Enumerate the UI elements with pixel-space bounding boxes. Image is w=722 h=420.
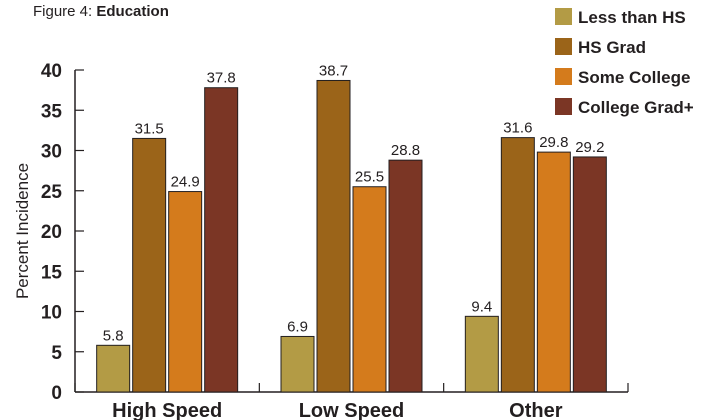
legend-label: HS Grad <box>578 38 646 57</box>
bar <box>316 79 351 393</box>
bar <box>536 151 571 393</box>
bar <box>96 344 131 393</box>
y-tick-label: 40 <box>41 61 62 82</box>
legend-swatch <box>555 8 572 25</box>
y-tick-label: 15 <box>41 262 63 283</box>
category-label: Low Speed <box>299 400 405 420</box>
y-tick-label: 20 <box>41 222 62 243</box>
data-label: 31.5 <box>135 120 164 137</box>
legend-swatch <box>555 68 572 85</box>
bar <box>132 137 167 393</box>
legend-swatch <box>555 38 572 55</box>
data-label: 38.7 <box>319 62 348 79</box>
legend-swatch <box>555 98 572 115</box>
y-tick-label: 25 <box>41 182 63 203</box>
data-label: 6.9 <box>287 318 308 335</box>
y-axis-label: Percent Incidence <box>13 163 32 299</box>
bar <box>572 156 607 393</box>
y-tick-label: 10 <box>41 303 62 324</box>
y-tick-label: 30 <box>41 142 62 163</box>
plot-area: 0 5 10 15 20 25 30 35 40 5.8 31.5 24.9 37.8 High Spee… <box>41 61 629 420</box>
bar <box>388 159 423 393</box>
y-tick-label: 5 <box>51 343 62 364</box>
data-label: 9.4 <box>471 298 492 315</box>
y-tick-label: 0 <box>51 383 62 404</box>
legend-label: Less than HS <box>578 8 686 27</box>
bar <box>204 87 239 393</box>
category-label: Other <box>509 400 563 420</box>
legend-label: College Grad+ <box>578 98 694 117</box>
data-label: 29.2 <box>575 139 604 156</box>
bar <box>500 137 535 393</box>
category-label: High Speed <box>112 400 222 420</box>
figure-caption: Figure 4: Education <box>33 3 169 20</box>
data-label: 25.5 <box>355 169 384 186</box>
bar <box>352 186 387 393</box>
legend: Less than HS HS Grad Some College College G… <box>555 8 694 117</box>
data-label: 5.8 <box>103 327 124 344</box>
data-label: 37.8 <box>207 70 236 87</box>
legend-label: Some College <box>578 68 690 87</box>
figure-label: Figure 4: <box>33 3 92 20</box>
data-label: 28.8 <box>391 142 420 159</box>
bar <box>280 335 315 393</box>
data-label: 31.6 <box>503 120 532 137</box>
figure-title: Education <box>96 3 169 20</box>
y-tick-label: 35 <box>41 101 63 122</box>
bar <box>464 315 499 393</box>
data-label: 24.9 <box>171 174 200 191</box>
bar <box>168 191 203 393</box>
data-label: 29.8 <box>539 134 568 151</box>
